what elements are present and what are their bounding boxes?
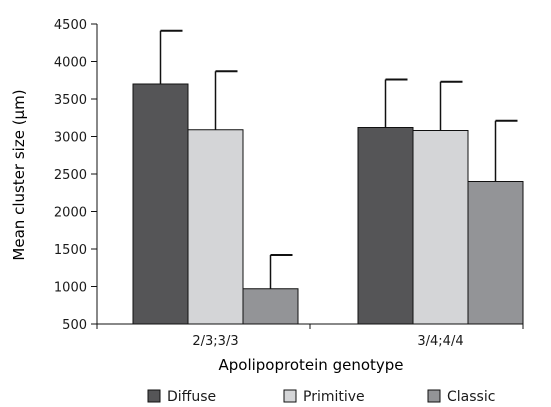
y-axis-title: Mean cluster size (μm) bbox=[10, 89, 28, 260]
legend-label-primitive: Primitive bbox=[303, 389, 365, 405]
y-tick-label: 1500 bbox=[54, 243, 87, 258]
y-tick-label: 3000 bbox=[54, 131, 87, 146]
bars-layer bbox=[132, 83, 524, 325]
legend: Diffuse Primitive Classic bbox=[147, 389, 495, 405]
y-tick-label: 2000 bbox=[54, 206, 87, 221]
x-tick-label: 3/4;4/4 bbox=[417, 334, 463, 349]
y-tick-label: 2500 bbox=[54, 168, 87, 183]
x-categories-layer: 2/3;3/3 3/4;4/4 bbox=[192, 334, 463, 349]
legend-label-classic: Classic bbox=[447, 389, 495, 405]
legend-swatch-classic bbox=[427, 389, 441, 403]
bar-primitive-2 bbox=[412, 130, 469, 325]
bar-diffuse-1 bbox=[132, 83, 189, 325]
x-axis-title: Apolipoprotein genotype bbox=[218, 356, 403, 374]
bar-classic-1 bbox=[242, 288, 299, 325]
y-tick-label: 3500 bbox=[54, 93, 87, 108]
bar-diffuse-2 bbox=[357, 127, 414, 325]
bar-classic-2 bbox=[467, 181, 524, 325]
y-tick-label: 1000 bbox=[54, 281, 87, 296]
error-bars-layer bbox=[159, 29, 518, 289]
bar-primitive-1 bbox=[187, 129, 244, 325]
y-tick-label: 4000 bbox=[54, 56, 87, 71]
y-ticks-layer: 500 1000 1500 2000 2500 3000 3500 4000 4500 bbox=[54, 18, 97, 333]
legend-label-diffuse: Diffuse bbox=[167, 389, 216, 405]
legend-swatch-primitive bbox=[283, 389, 297, 403]
y-tick-label: 500 bbox=[62, 318, 87, 333]
legend-swatch-diffuse bbox=[147, 389, 161, 403]
y-tick-label: 4500 bbox=[54, 18, 87, 33]
x-tick-label: 2/3;3/3 bbox=[192, 334, 238, 349]
